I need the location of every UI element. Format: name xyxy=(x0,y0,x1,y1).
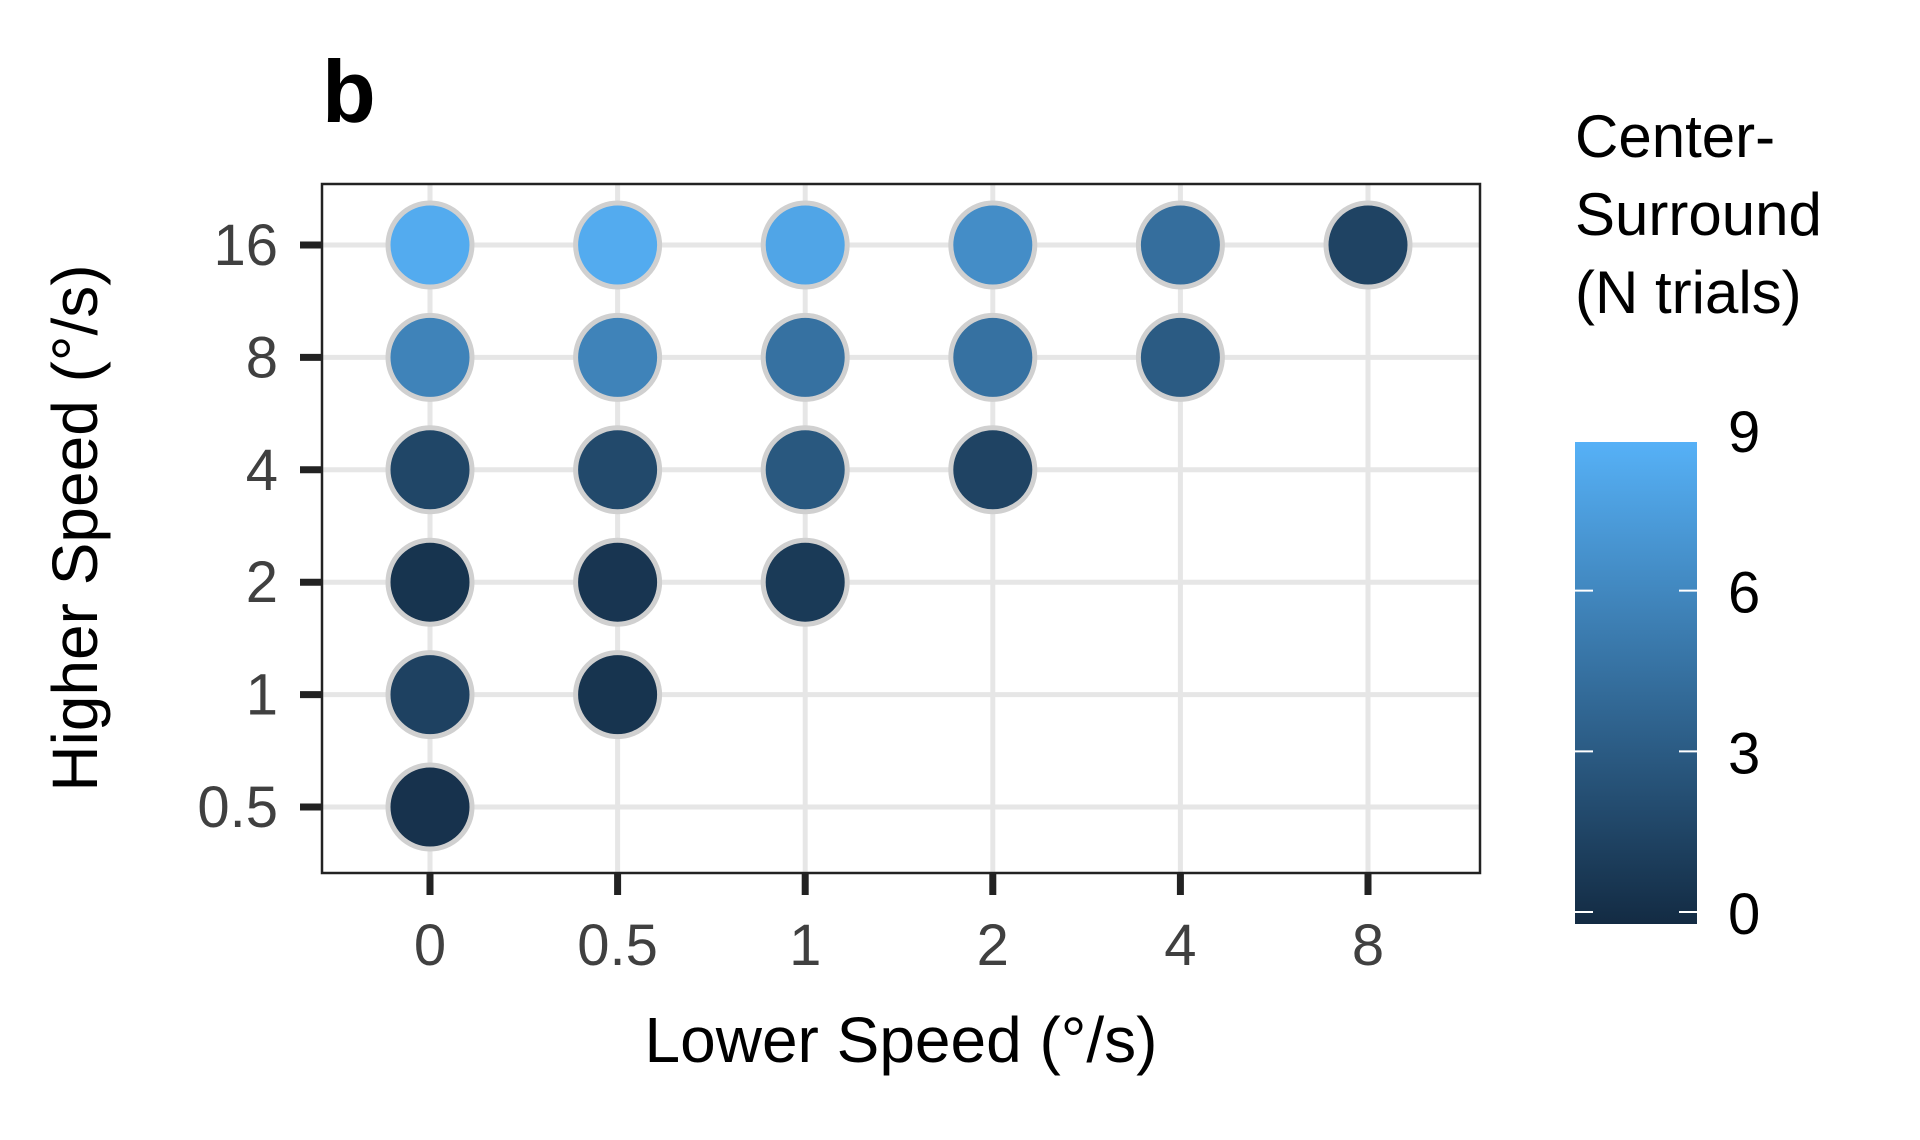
x-tick-label: 8 xyxy=(1352,913,1384,978)
colorbar-tick-label: 0 xyxy=(1728,882,1760,947)
y-tick-label: 8 xyxy=(246,325,278,390)
point-x0-y4 xyxy=(385,425,475,515)
colorbar-legend: Center- Surround (N trials) 0 3 6 9 xyxy=(1575,103,1822,947)
point-x0-y0.5 xyxy=(385,762,475,852)
y-tick-label: 16 xyxy=(213,213,278,278)
point-x1-y16 xyxy=(760,200,850,290)
y-tick-label: 4 xyxy=(246,438,278,503)
colorbar-tick-label: 6 xyxy=(1728,561,1760,626)
colorbar-tick-label: 3 xyxy=(1728,721,1760,786)
point-x0-y1 xyxy=(385,650,475,740)
y-tick-label: 2 xyxy=(246,550,278,615)
point-x1-y2 xyxy=(760,537,850,627)
point-x2-y8 xyxy=(948,312,1038,402)
x-tick-label: 1 xyxy=(789,913,821,978)
point-x4-y16 xyxy=(1135,200,1225,290)
point-x4-y8 xyxy=(1135,312,1225,402)
x-axis: 0 0.5 1 2 4 8 xyxy=(414,873,1384,978)
point-x0.5-y8 xyxy=(573,312,663,402)
colorbar-tick-label: 9 xyxy=(1728,400,1760,465)
point-x0-y2 xyxy=(385,537,475,627)
legend-title-line: Surround xyxy=(1575,181,1822,248)
point-x0.5-y2 xyxy=(573,537,663,627)
colorbar xyxy=(1575,442,1697,924)
plot-frame xyxy=(320,182,1482,875)
point-x0-y8 xyxy=(385,312,475,402)
point-x0.5-y16 xyxy=(573,200,663,290)
panel-label: b xyxy=(322,42,376,141)
y-axis: 0.5 1 2 4 8 16 xyxy=(197,213,322,840)
grid xyxy=(322,184,1480,873)
point-x1-y4 xyxy=(760,425,850,515)
point-x2-y16 xyxy=(948,200,1038,290)
point-x0.5-y1 xyxy=(573,650,663,740)
y-tick-label: 1 xyxy=(246,663,278,728)
x-axis-label: Lower Speed (°/s) xyxy=(645,1004,1158,1076)
point-x2-y4 xyxy=(948,425,1038,515)
point-x0.5-y4 xyxy=(573,425,663,515)
x-tick-label: 2 xyxy=(977,913,1009,978)
y-axis-label: Higher Speed (°/s) xyxy=(39,264,111,791)
legend-title-line: (N trials) xyxy=(1575,259,1802,326)
y-tick-label: 0.5 xyxy=(197,775,278,840)
legend-title-line: Center- xyxy=(1575,103,1775,170)
legend-title: Center- Surround (N trials) xyxy=(1575,103,1822,326)
point-x0-y16 xyxy=(385,200,475,290)
x-tick-label: 0 xyxy=(414,913,446,978)
x-tick-label: 4 xyxy=(1164,913,1196,978)
data-points xyxy=(385,200,1413,852)
point-x8-y16 xyxy=(1323,200,1413,290)
x-tick-label: 0.5 xyxy=(577,913,658,978)
point-x1-y8 xyxy=(760,312,850,402)
